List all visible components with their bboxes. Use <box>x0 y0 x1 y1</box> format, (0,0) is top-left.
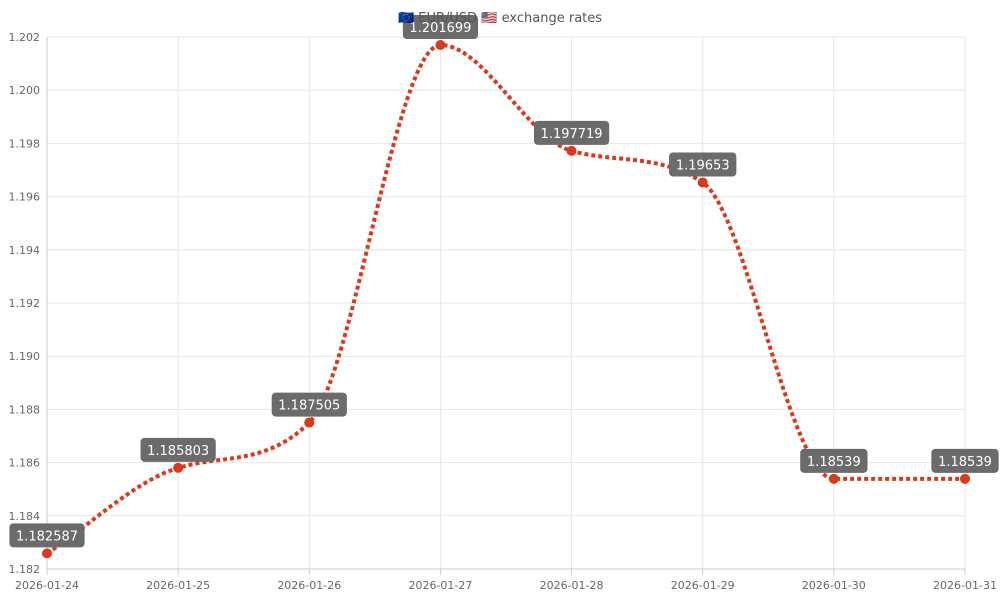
data-label-box <box>9 523 85 548</box>
y-tick-label: 1.198 <box>9 137 41 150</box>
data-label-box <box>931 448 999 473</box>
data-label-box <box>271 392 347 417</box>
data-point <box>42 548 52 559</box>
data-label-box <box>669 152 737 177</box>
data-points <box>42 40 970 559</box>
data-point <box>697 177 708 188</box>
grid-lines <box>46 36 966 570</box>
data-label: 1.197719 <box>533 120 610 145</box>
x-axis-tick-labels: 2026-01-24 2026-01-25 2026-01-26 2026-01-27… <box>15 579 997 592</box>
data-point <box>304 417 315 428</box>
data-point <box>960 473 970 484</box>
axes <box>46 37 966 575</box>
chart-title: 🇪🇺 EUR/USD 🇺🇸 exchange rates <box>398 11 602 26</box>
data-label-text: 1.182587 <box>16 529 78 544</box>
data-label: 1.18539 <box>931 448 999 473</box>
x-tick-label: 2026-01-28 <box>540 579 604 592</box>
x-tick-label: 2026-01-27 <box>408 579 472 592</box>
data-label-text: 1.187505 <box>278 399 340 414</box>
x-tick-label: 2026-01-29 <box>671 579 735 592</box>
data-point <box>828 473 839 484</box>
data-label-text: 1.185803 <box>147 444 209 459</box>
x-tick-label: 2026-01-25 <box>146 579 210 592</box>
data-label-box <box>402 15 479 40</box>
y-tick-label: 1.182 <box>9 563 41 576</box>
y-tick-label: 1.196 <box>9 191 41 204</box>
y-tick-label: 1.190 <box>9 350 41 363</box>
y-tick-label: 1.188 <box>9 403 41 416</box>
data-label: 1.185803 <box>140 437 216 462</box>
x-tick-label: 2026-01-26 <box>277 579 341 592</box>
x-tick-label: 2026-01-24 <box>15 579 79 592</box>
x-tick-label: 2026-01-30 <box>802 579 866 592</box>
data-label: 1.18539 <box>800 448 868 473</box>
data-point <box>435 40 446 51</box>
data-label-text: 1.18539 <box>938 455 992 470</box>
data-point <box>173 462 184 473</box>
data-label-box <box>533 120 610 145</box>
data-label-text: 1.201699 <box>409 21 471 36</box>
data-label-text: 1.197719 <box>541 127 603 142</box>
data-labels: 1.182587 1.185803 1.187505 1.201699 1.197719… <box>9 15 999 548</box>
y-tick-label: 1.192 <box>9 297 41 310</box>
data-label-box <box>800 448 868 473</box>
y-tick-label: 1.184 <box>9 510 41 523</box>
data-label-box <box>140 437 216 462</box>
series-line <box>45 43 965 556</box>
x-tick-label: 2026-01-31 <box>933 579 997 592</box>
data-label-text: 1.18539 <box>807 455 861 470</box>
data-label-text: 1.19653 <box>676 159 730 174</box>
data-point <box>566 145 577 156</box>
series-line-group <box>45 43 965 556</box>
data-label: 1.201699 <box>402 15 479 40</box>
y-tick-label: 1.202 <box>9 31 41 44</box>
y-tick-label: 1.194 <box>9 244 41 257</box>
data-label: 1.187505 <box>271 392 347 417</box>
y-tick-label: 1.200 <box>9 84 41 97</box>
data-label: 1.182587 <box>9 523 85 548</box>
y-axis-tick-labels: 1.182 1.184 1.186 1.188 1.190 1.192 1.194 1.196… <box>9 31 41 576</box>
data-label: 1.19653 <box>669 152 737 177</box>
y-tick-label: 1.186 <box>9 457 41 470</box>
